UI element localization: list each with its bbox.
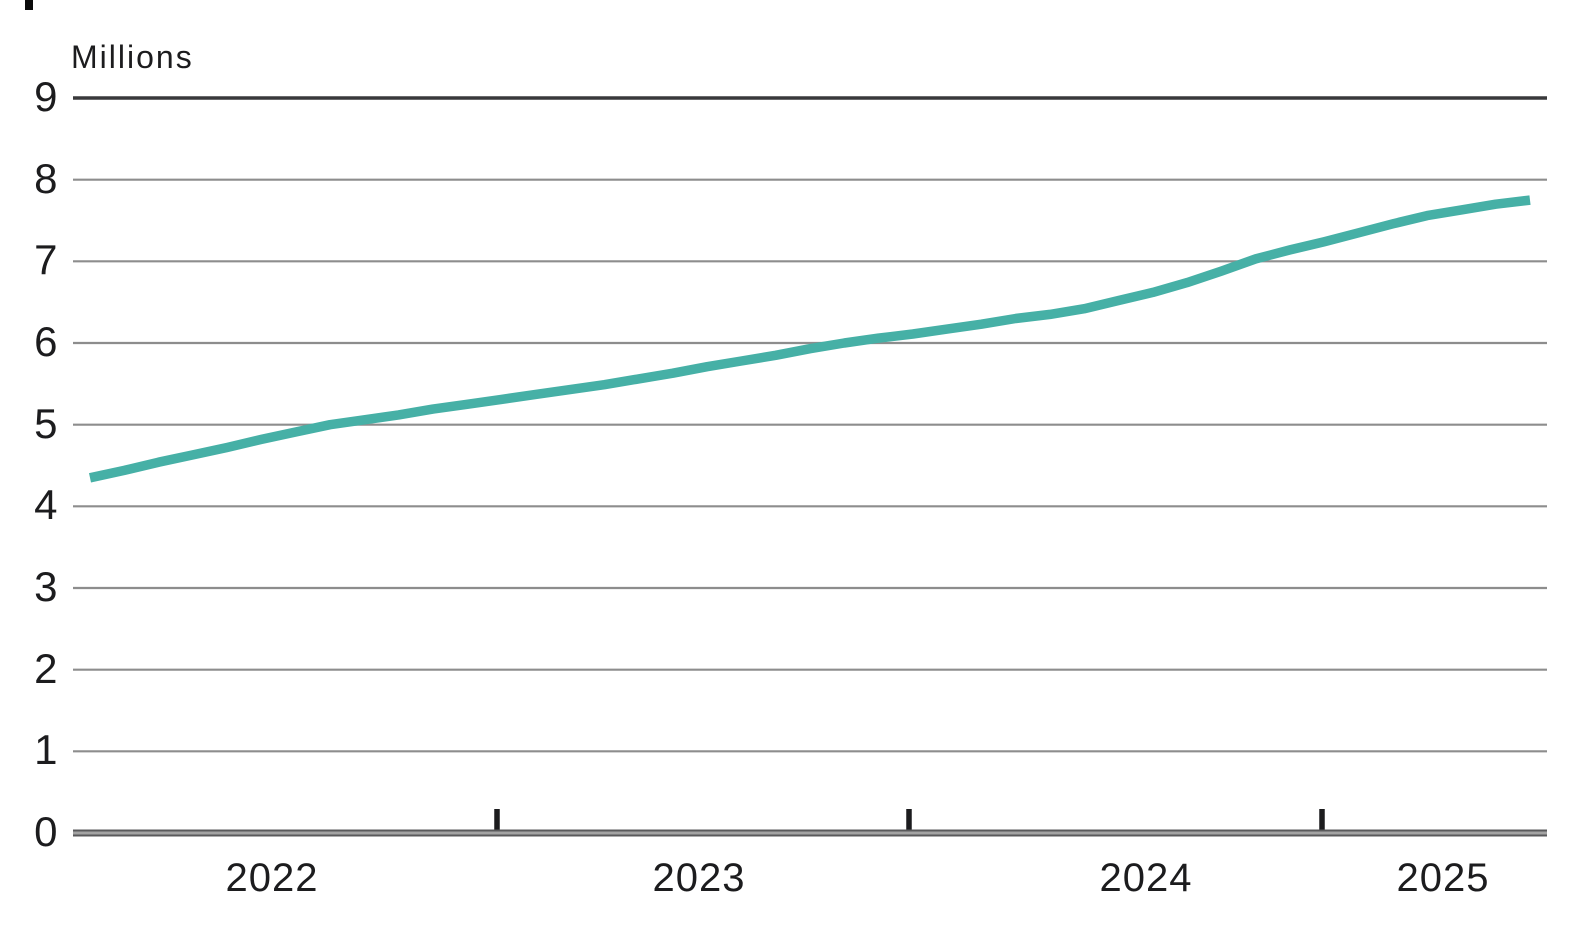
y-axis-tick-label: 3 xyxy=(34,563,58,611)
x-axis-line xyxy=(73,831,1547,835)
y-axis-tick-label: 0 xyxy=(34,808,58,856)
x-axis-line xyxy=(73,829,1547,832)
y-axis-tick-label: 7 xyxy=(34,236,58,284)
x-axis-tick-mark xyxy=(494,809,500,831)
y-axis-tick-label: 2 xyxy=(34,644,58,692)
y-axis-tick-label: 4 xyxy=(34,481,58,529)
y-axis-tick-label: 5 xyxy=(34,399,58,447)
top-edge-artifact-mark xyxy=(25,0,33,10)
x-axis-tick-mark xyxy=(906,809,912,831)
x-axis-year-label: 2025 xyxy=(1396,856,1490,900)
y-axis-tick-label: 1 xyxy=(34,726,58,774)
y-axis-tick-label: 8 xyxy=(34,154,58,202)
x-axis-line xyxy=(73,834,1547,837)
x-axis-year-label: 2024 xyxy=(1099,856,1193,900)
x-axis-tick-mark xyxy=(1319,809,1325,831)
x-axis-year-label: 2023 xyxy=(652,856,746,900)
data-series-line xyxy=(88,195,1531,483)
y-axis-unit-label: Millions xyxy=(71,39,194,75)
y-axis-tick-label: 9 xyxy=(34,73,58,121)
x-axis-year-label: 2022 xyxy=(225,856,319,900)
y-axis-tick-label: 6 xyxy=(34,318,58,366)
